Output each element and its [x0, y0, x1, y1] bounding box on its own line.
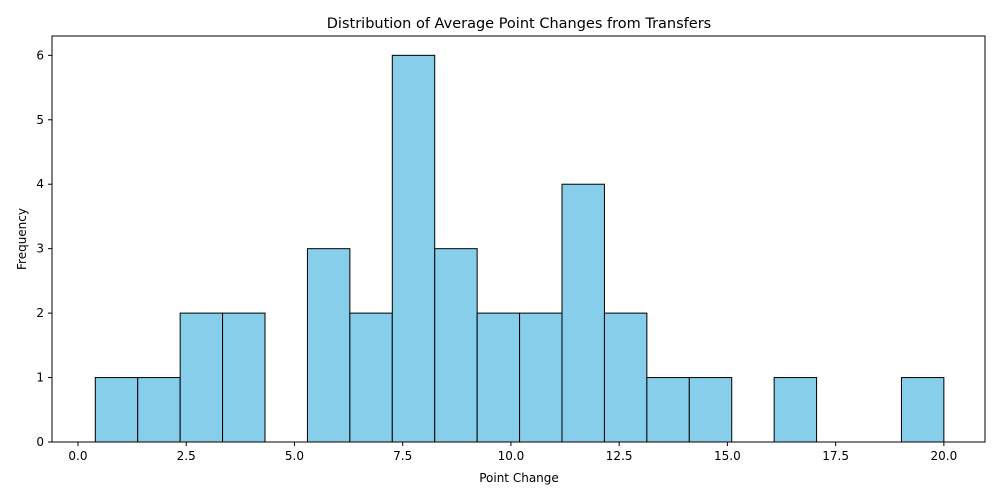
x-axis: 0.0 2.5 5.0 7.5 10.0 12.5 15.0 17.5 20.0 — [68, 442, 957, 463]
y-tick-label: 2 — [36, 306, 44, 320]
histogram-bar — [179, 312, 224, 443]
histogram-bar — [137, 377, 181, 443]
histogram-bar — [900, 377, 945, 443]
x-tick-label: 2.5 — [177, 449, 196, 463]
x-axis-label: Point Change — [479, 471, 559, 485]
bars-group — [94, 54, 945, 443]
histogram-bar — [349, 312, 393, 443]
histogram-bar — [476, 312, 521, 443]
histogram-bar — [688, 377, 733, 443]
y-tick-label: 0 — [36, 435, 44, 449]
y-tick-label: 3 — [36, 242, 44, 256]
plot-frame — [51, 35, 986, 443]
y-tick-label: 1 — [36, 371, 44, 385]
chart-title: Distribution of Average Point Changes fr… — [327, 16, 711, 32]
y-tick-label: 6 — [36, 48, 44, 62]
histogram-bar — [306, 248, 351, 443]
y-axis: 0 1 2 3 4 5 6 — [36, 48, 52, 449]
x-tick-label: 0.0 — [68, 449, 87, 463]
histogram-bar — [773, 377, 818, 443]
x-tick-label: 5.0 — [285, 449, 304, 463]
x-tick-label: 20.0 — [931, 449, 958, 463]
y-tick-label: 4 — [36, 177, 44, 191]
y-axis-label: Frequency — [15, 208, 29, 270]
histogram-bar — [94, 377, 139, 443]
histogram-bar — [434, 248, 478, 443]
histogram-bar — [603, 312, 648, 443]
histogram-bar — [646, 377, 690, 443]
histogram-bar — [519, 312, 563, 443]
x-tick-label: 15.0 — [714, 449, 741, 463]
x-tick-label: 7.5 — [393, 449, 412, 463]
histogram-bar — [561, 183, 605, 443]
y-tick-label: 5 — [36, 113, 44, 127]
x-tick-label: 17.5 — [822, 449, 849, 463]
x-tick-label: 10.0 — [498, 449, 525, 463]
histogram-bar — [391, 54, 436, 443]
x-tick-label: 12.5 — [606, 449, 633, 463]
histogram-bar — [222, 312, 266, 443]
